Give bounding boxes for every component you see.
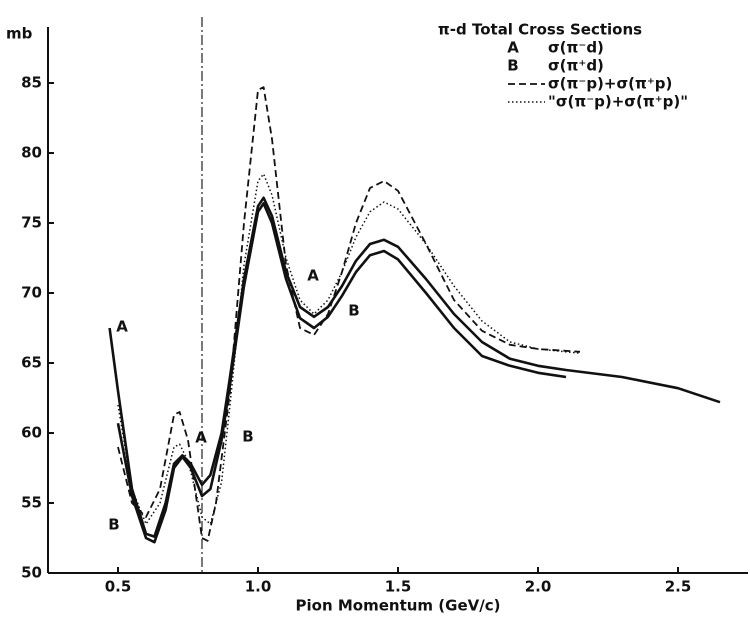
x-tick-label: 2.0	[525, 578, 552, 596]
curve-label: B	[242, 428, 253, 446]
x-tick-label: 2.5	[665, 578, 692, 596]
curve-label: B	[348, 302, 359, 320]
y-tick-label: 85	[21, 74, 42, 92]
y-axis-label: mb	[6, 25, 33, 43]
x-tick-label: 1.0	[245, 578, 272, 596]
x-axis-label: Pion Momentum (GeV/c)	[296, 597, 501, 615]
data-line	[116, 202, 567, 544]
y-tick-label: 75	[21, 214, 42, 232]
y-tick-label: 80	[21, 144, 42, 162]
y-tick-label: 55	[21, 494, 42, 512]
curve-label: B	[108, 516, 119, 534]
y-tick-label: 60	[21, 424, 42, 442]
x-tick-label: 0.5	[105, 578, 132, 596]
curve-label: A	[195, 429, 207, 447]
y-tick-label: 50	[21, 564, 42, 582]
curve-label: A	[307, 267, 319, 285]
chart-title: π-d Total Cross Sections	[438, 21, 642, 39]
x-tick-label: 1.5	[385, 578, 412, 596]
legend-letter: B	[507, 57, 518, 75]
legend-label: σ(π⁻p)+σ(π⁺p)	[548, 75, 672, 93]
y-tick-label: 70	[21, 284, 42, 302]
curve-label: A	[116, 318, 128, 336]
legend-label: σ(π⁺d)	[548, 57, 604, 75]
y-tick-label: 65	[21, 354, 42, 372]
legend-letter: A	[507, 39, 519, 57]
legend-label: σ(π⁻d)	[548, 39, 604, 57]
data-line	[117, 86, 581, 542]
legend-label: "σ(π⁻p)+σ(π⁺p)"	[548, 93, 688, 111]
